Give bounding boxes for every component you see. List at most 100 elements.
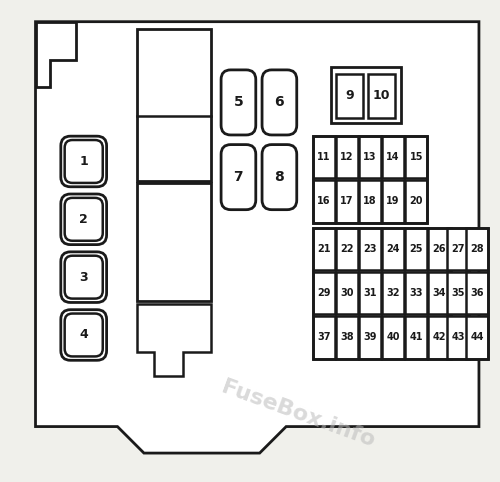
Bar <box>466 228 488 270</box>
Bar <box>312 316 335 359</box>
FancyBboxPatch shape <box>64 198 102 241</box>
FancyBboxPatch shape <box>64 255 102 298</box>
FancyBboxPatch shape <box>61 136 106 187</box>
Text: 29: 29 <box>317 288 330 298</box>
Bar <box>447 228 469 270</box>
Bar <box>136 183 212 301</box>
Text: 34: 34 <box>432 288 446 298</box>
FancyBboxPatch shape <box>221 70 256 135</box>
Text: 22: 22 <box>340 244 353 254</box>
Text: 7: 7 <box>234 170 243 184</box>
Bar <box>368 74 395 118</box>
Bar <box>312 180 335 223</box>
Bar <box>336 316 358 359</box>
Bar <box>428 272 450 314</box>
Text: 12: 12 <box>340 152 353 162</box>
Bar <box>312 272 335 314</box>
FancyBboxPatch shape <box>221 145 256 210</box>
Bar <box>359 136 381 178</box>
Text: 27: 27 <box>452 244 465 254</box>
Text: 26: 26 <box>432 244 446 254</box>
FancyBboxPatch shape <box>64 140 102 183</box>
Text: 2: 2 <box>80 213 88 226</box>
Bar <box>405 272 427 314</box>
FancyBboxPatch shape <box>262 145 297 210</box>
Text: 9: 9 <box>345 90 354 102</box>
Text: 38: 38 <box>340 333 353 342</box>
Text: 28: 28 <box>470 244 484 254</box>
Text: 44: 44 <box>470 333 484 342</box>
Text: 17: 17 <box>340 197 353 206</box>
FancyBboxPatch shape <box>262 70 297 135</box>
Text: FuseBox.info: FuseBox.info <box>218 377 378 452</box>
Bar <box>336 136 358 178</box>
Bar <box>382 228 404 270</box>
Text: 43: 43 <box>452 333 465 342</box>
Text: 36: 36 <box>470 288 484 298</box>
Bar <box>359 180 381 223</box>
Text: 32: 32 <box>386 288 400 298</box>
Text: 33: 33 <box>410 288 423 298</box>
Bar <box>336 74 363 118</box>
Bar <box>382 180 404 223</box>
Text: 1: 1 <box>80 155 88 168</box>
Text: 13: 13 <box>364 152 377 162</box>
Bar <box>428 316 450 359</box>
Bar <box>359 228 381 270</box>
Text: 40: 40 <box>386 333 400 342</box>
Text: 19: 19 <box>386 197 400 206</box>
Text: 18: 18 <box>363 197 377 206</box>
Polygon shape <box>136 304 212 376</box>
Bar <box>447 272 469 314</box>
FancyBboxPatch shape <box>61 194 106 244</box>
Text: 14: 14 <box>386 152 400 162</box>
Text: 21: 21 <box>317 244 330 254</box>
Bar <box>382 316 404 359</box>
Bar <box>359 272 381 314</box>
Text: 4: 4 <box>80 329 88 341</box>
Text: 5: 5 <box>234 95 243 109</box>
FancyBboxPatch shape <box>64 313 102 357</box>
FancyBboxPatch shape <box>61 252 106 303</box>
Bar <box>405 316 427 359</box>
Text: 25: 25 <box>410 244 423 254</box>
Bar <box>382 136 404 178</box>
Bar <box>336 272 358 314</box>
Text: 30: 30 <box>340 288 353 298</box>
Bar <box>466 316 488 359</box>
Bar <box>336 180 358 223</box>
FancyBboxPatch shape <box>61 309 106 361</box>
Bar <box>312 136 335 178</box>
Bar <box>136 29 212 181</box>
Text: 31: 31 <box>364 288 377 298</box>
Text: 35: 35 <box>452 288 465 298</box>
Text: 3: 3 <box>80 271 88 283</box>
Bar <box>447 316 469 359</box>
Bar <box>312 136 428 223</box>
Bar <box>405 180 427 223</box>
Text: 23: 23 <box>364 244 377 254</box>
Bar <box>466 272 488 314</box>
Text: 42: 42 <box>432 333 446 342</box>
Bar <box>312 228 488 359</box>
Text: 20: 20 <box>410 197 423 206</box>
Polygon shape <box>36 22 76 87</box>
Bar <box>405 136 427 178</box>
Text: 41: 41 <box>410 333 423 342</box>
Text: 11: 11 <box>317 152 330 162</box>
Text: 10: 10 <box>373 90 390 102</box>
Text: 24: 24 <box>386 244 400 254</box>
Bar <box>331 67 401 123</box>
Text: 37: 37 <box>317 333 330 342</box>
Bar <box>405 228 427 270</box>
Polygon shape <box>36 22 479 453</box>
Text: 6: 6 <box>274 95 284 109</box>
Text: 39: 39 <box>364 333 377 342</box>
Bar <box>336 228 358 270</box>
Bar <box>382 272 404 314</box>
Text: 16: 16 <box>317 197 330 206</box>
Bar <box>312 228 335 270</box>
Text: 15: 15 <box>410 152 423 162</box>
Bar <box>359 316 381 359</box>
Bar <box>428 228 450 270</box>
